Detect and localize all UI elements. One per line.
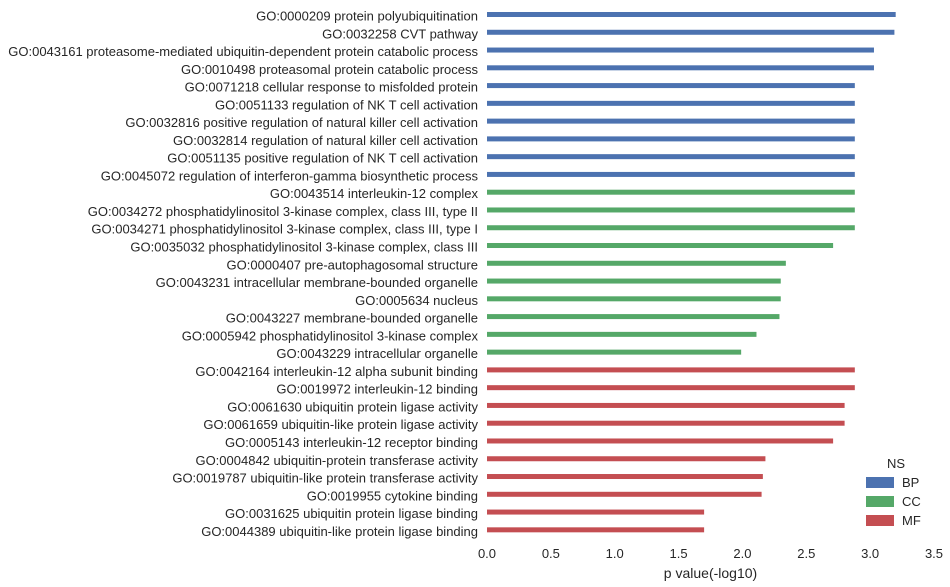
bar [487,47,874,53]
bar [487,243,834,249]
bar [487,509,705,515]
bar [487,136,855,142]
category-label: GO:0031625 ubiquitin protein ligase bind… [225,506,478,521]
legend-label-mf: MF [902,513,921,528]
category-label: GO:0019787 ubiquitin-like protein transf… [172,471,478,486]
category-label: GO:0043229 intracellular organelle [276,346,478,361]
legend-swatch-cc [866,496,894,507]
category-label: GO:0042164 interleukin-12 alpha subunit … [195,364,478,379]
category-label: GO:0032258 CVT pathway [322,26,478,41]
category-label: GO:0019972 interleukin-12 binding [276,382,478,397]
bar [487,474,763,480]
category-label: GO:0000209 protein polyubiquitination [256,9,478,24]
category-label: GO:0061659 ubiquitin-like protein ligase… [203,417,478,432]
x-tick-label: 3.5 [925,546,943,561]
x-tick-label: 2.5 [797,546,815,561]
category-label: GO:0051133 regulation of NK T cell activ… [215,97,478,112]
category-label: GO:0032816 positive regulation of natura… [125,115,478,130]
category-label: GO:0000407 pre-autophagosomal structure [227,257,479,272]
category-label: GO:0005942 phosphatidylinositol 3-kinase… [182,328,479,343]
bar [487,367,855,373]
bar [487,438,834,444]
bar [487,171,855,177]
category-label: GO:0051135 positive regulation of NK T c… [167,151,478,166]
bar [487,83,855,89]
bar [487,385,855,391]
x-axis-label: p value(-log10) [664,565,757,581]
category-label: GO:0034271 phosphatidylinositol 3-kinase… [91,222,478,237]
x-tick-label: 2.0 [733,546,751,561]
bar [487,189,855,195]
bar [487,527,705,533]
bar [487,456,766,462]
category-label: GO:0035032 phosphatidylinositol 3-kinase… [130,240,478,255]
category-label: GO:0043514 interleukin-12 complex [270,186,479,201]
category-label: GO:0045072 regulation of interferon-gamm… [101,168,479,183]
bar [487,331,757,337]
bar [487,65,874,71]
bar [487,29,895,35]
legend-swatch-mf [866,515,894,526]
category-label: GO:0004842 ubiquitin-protein transferase… [195,453,478,468]
legend-swatch-bp [866,477,894,488]
category-label: GO:0034272 phosphatidylinositol 3-kinase… [88,204,478,219]
bar [487,154,855,160]
bar [487,100,855,106]
category-label: GO:0071218 cellular response to misfolde… [185,80,478,95]
bar [487,260,786,266]
category-label: GO:0010498 proteasomal protein catabolic… [181,62,479,77]
x-tick-label: 0.0 [478,546,496,561]
x-tick-label: 3.0 [861,546,879,561]
legend-title: NS [887,456,905,471]
category-label: GO:0043161 proteasome-mediated ubiquitin… [8,44,478,59]
category-label: GO:0044389 ubiquitin-like protein ligase… [201,524,478,539]
category-label: GO:0019955 cytokine binding [307,488,478,503]
bar [487,420,845,426]
bar [487,12,896,17]
x-tick-label: 1.0 [606,546,624,561]
category-labels: GO:0000209 protein polyubiquitination GO:… [8,9,478,539]
bar [487,402,845,408]
bar [487,278,781,284]
category-label: GO:0005634 nucleus [355,293,478,308]
x-tick-label: 0.5 [542,546,560,561]
category-label: GO:0043231 intracellular membrane-bounde… [156,275,478,290]
category-label: GO:0032814 regulation of natural killer … [173,133,478,148]
bar [487,491,762,497]
bar [487,296,781,302]
bar [487,225,855,231]
bar [487,314,780,320]
bar [487,349,742,355]
legend-label-bp: BP [902,475,919,490]
category-label: GO:0005143 interleukin-12 receptor bindi… [225,435,478,450]
category-label: GO:0043227 membrane-bounded organelle [226,311,478,326]
bars-group [487,12,896,533]
x-tick-label: 1.5 [670,546,688,561]
bar [487,118,855,124]
bar [487,207,855,213]
x-axis-ticks: 0.0 0.5 1.0 1.5 2.0 2.5 3.0 3.5 [478,546,943,561]
category-label: GO:0061630 ubiquitin protein ligase acti… [227,399,478,414]
legend-label-cc: CC [902,494,921,509]
legend: NS BP CC MF [866,456,921,528]
